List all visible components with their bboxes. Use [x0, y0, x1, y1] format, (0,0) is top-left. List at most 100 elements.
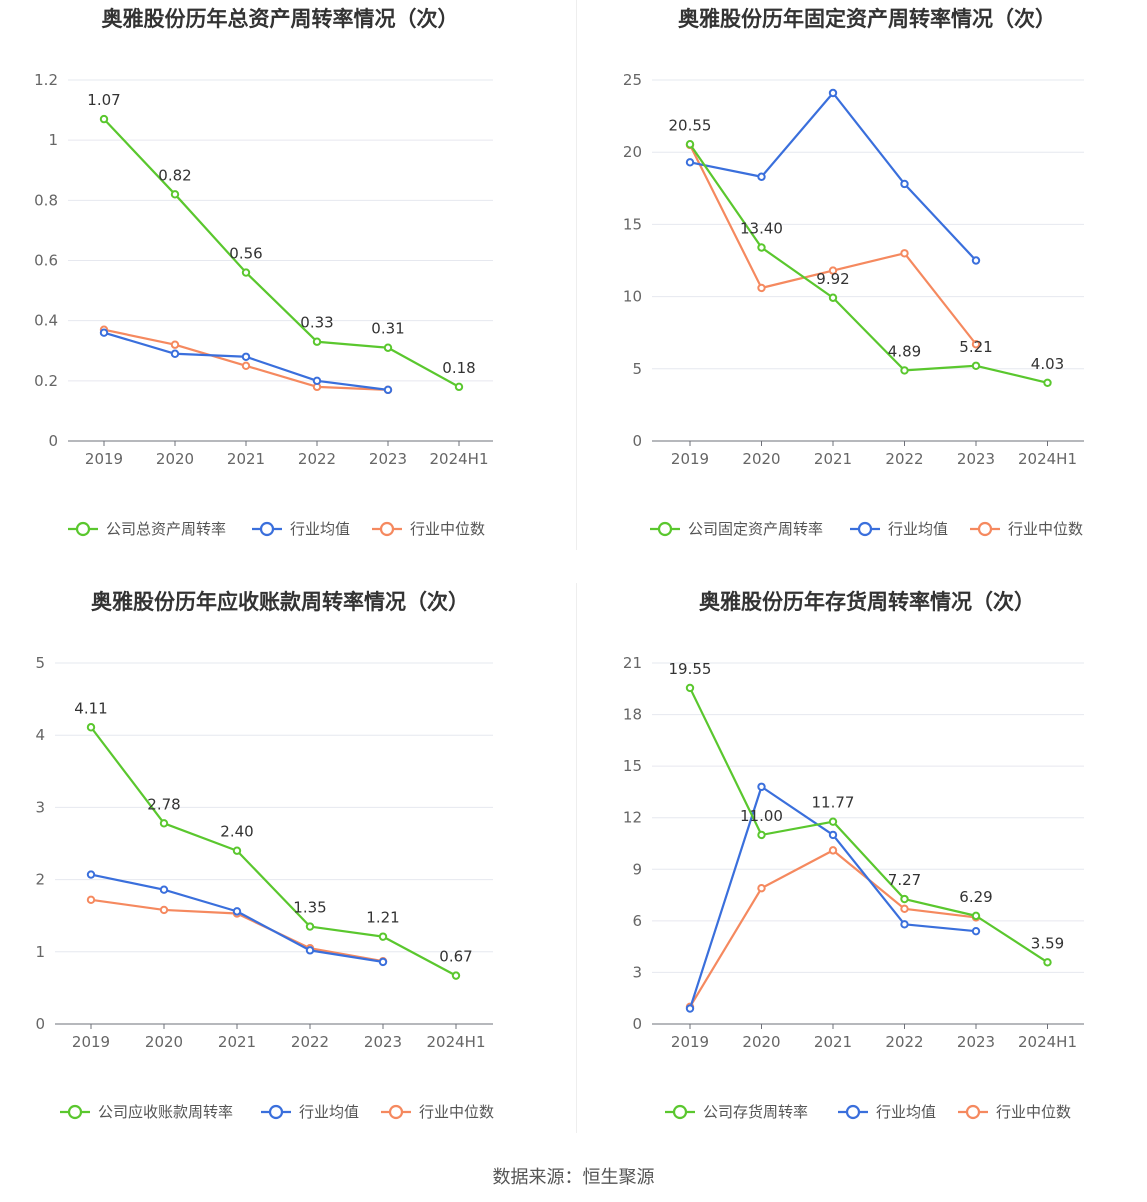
data-point[interactable]: [159, 905, 169, 915]
y-tick-label: 10: [623, 288, 642, 306]
data-point[interactable]: [900, 904, 909, 914]
data-point[interactable]: [685, 158, 695, 167]
data-point[interactable]: [312, 337, 322, 346]
x-tick-label: 2022: [298, 450, 336, 468]
data-point[interactable]: [159, 819, 169, 828]
y-tick-label: 1.2: [34, 71, 58, 89]
legend-item-median[interactable]: 行业中位数: [958, 1103, 1071, 1121]
legend-marker: [672, 1104, 688, 1120]
data-point[interactable]: [971, 361, 981, 370]
data-label: 2.40: [220, 823, 253, 841]
data-point[interactable]: [685, 683, 695, 693]
data-point[interactable]: [757, 283, 766, 293]
data-point[interactable]: [900, 249, 909, 258]
data-point[interactable]: [828, 88, 838, 98]
y-tick-label: 25: [623, 71, 642, 89]
legend-item-company[interactable]: 公司应收账款周转率: [60, 1103, 233, 1121]
data-point[interactable]: [900, 366, 909, 375]
data-point[interactable]: [828, 846, 838, 855]
legend-marker: [388, 1104, 404, 1120]
legend-item-avg[interactable]: 行业均值: [261, 1103, 359, 1121]
data-point[interactable]: [305, 922, 315, 931]
data-point[interactable]: [99, 114, 109, 124]
y-tick-label: 20: [623, 143, 642, 161]
data-point[interactable]: [241, 361, 251, 370]
data-label: 19.55: [669, 660, 712, 678]
data-point[interactable]: [241, 268, 251, 277]
legend-marker: [379, 521, 395, 537]
data-point[interactable]: [241, 352, 251, 361]
legend-item-avg[interactable]: 行业均值: [850, 520, 948, 538]
chart-fixed-asset-turnover: 奥雅股份历年固定资产周转率情况（次） 0 5 10 15 20 25 2019 2020 2021…: [587, 0, 1147, 560]
x-tick-label: 2023: [369, 450, 407, 468]
data-label: 7.27: [888, 871, 921, 889]
data-point[interactable]: [900, 920, 909, 929]
data-point[interactable]: [828, 266, 838, 275]
data-point[interactable]: [383, 343, 393, 352]
legend-item-company[interactable]: 公司总资产周转率: [68, 520, 226, 538]
data-label: 5.21: [959, 338, 992, 356]
data-point[interactable]: [378, 957, 388, 967]
data-point[interactable]: [170, 340, 180, 349]
data-point[interactable]: [159, 885, 169, 894]
x-tick-label: 2023: [957, 450, 995, 468]
legend-label: 行业均值: [290, 520, 350, 538]
data-point[interactable]: [685, 140, 695, 149]
data-point[interactable]: [312, 376, 322, 386]
y-tick-label: 6: [632, 912, 642, 930]
data-point[interactable]: [757, 883, 766, 893]
data-point[interactable]: [828, 293, 838, 302]
chart-svg: 奥雅股份历年总资产周转率情况（次） 0 0.2 0.4 0.6 0.8 1 1.2 2019 20…: [34, 7, 493, 538]
legend-item-company[interactable]: 公司存货周转率: [665, 1103, 808, 1121]
data-point[interactable]: [86, 723, 96, 732]
data-label: 9.92: [816, 270, 849, 288]
data-point[interactable]: [378, 932, 388, 941]
data-point[interactable]: [170, 349, 180, 358]
series-line-company: [689, 687, 1049, 964]
data-label: 11.77: [812, 794, 855, 812]
data-point[interactable]: [86, 895, 96, 905]
data-point[interactable]: [971, 926, 981, 936]
data-point[interactable]: [971, 911, 981, 921]
y-tick-label: 0: [35, 1015, 45, 1033]
data-point[interactable]: [828, 817, 838, 826]
data-point[interactable]: [232, 907, 242, 916]
x-tick-label: 2024H1: [1018, 1033, 1077, 1051]
data-point[interactable]: [971, 340, 981, 349]
data-point[interactable]: [170, 190, 180, 199]
data-point[interactable]: [451, 971, 461, 980]
data-point[interactable]: [757, 243, 766, 252]
data-point[interactable]: [757, 172, 766, 181]
legend-item-median[interactable]: 行业中位数: [970, 520, 1083, 538]
panel-divider-top: [576, 0, 577, 550]
data-point[interactable]: [900, 179, 909, 189]
data-point[interactable]: [1043, 958, 1052, 967]
y-tick-label: 2: [35, 871, 45, 889]
chart-receivables-turnover: 奥雅股份历年应收账款周转率情况（次） 0 1 2 3 4 5 2019 2020 2021 2022…: [0, 583, 560, 1143]
x-tick-label: 2023: [957, 1033, 995, 1051]
data-point[interactable]: [99, 328, 109, 337]
x-tick-label: 2019: [671, 1033, 709, 1051]
data-point[interactable]: [757, 782, 766, 791]
legend-item-company[interactable]: 公司固定资产周转率: [650, 520, 823, 538]
legend-item-avg[interactable]: 行业均值: [252, 520, 350, 538]
data-point[interactable]: [900, 894, 909, 904]
legend-marker: [259, 521, 275, 537]
x-tick-label: 2021: [218, 1033, 256, 1051]
legend-item-median[interactable]: 行业中位数: [372, 520, 485, 538]
x-tick-label: 2019: [671, 450, 709, 468]
chart-title: 奥雅股份历年固定资产周转率情况（次）: [678, 7, 1056, 31]
legend-item-avg[interactable]: 行业均值: [838, 1103, 936, 1121]
legend-item-median[interactable]: 行业中位数: [381, 1103, 494, 1121]
data-point[interactable]: [383, 385, 393, 395]
data-point[interactable]: [971, 256, 981, 265]
data-point[interactable]: [757, 830, 766, 840]
data-point[interactable]: [232, 846, 242, 855]
chart-svg: 奥雅股份历年固定资产周转率情况（次） 0 5 10 15 20 25 2019 2020 2021…: [623, 7, 1084, 538]
data-point[interactable]: [828, 830, 838, 840]
data-point[interactable]: [685, 1004, 695, 1013]
data-point[interactable]: [86, 870, 96, 879]
data-point[interactable]: [305, 946, 315, 955]
data-point[interactable]: [454, 382, 464, 392]
data-point[interactable]: [1043, 378, 1052, 388]
